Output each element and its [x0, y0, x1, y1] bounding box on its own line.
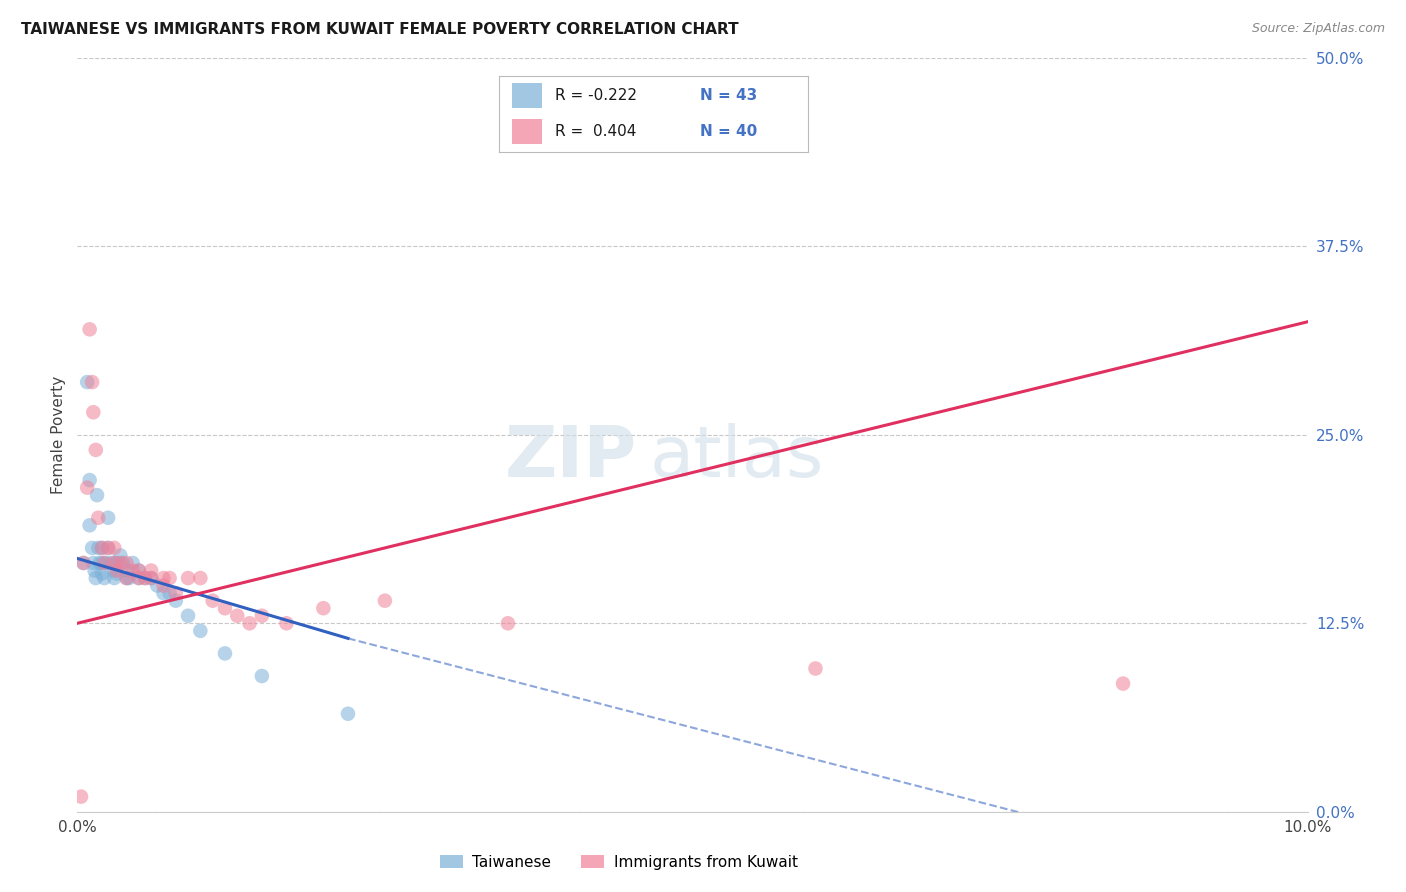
Point — [165, 593, 187, 607]
Text: Source: ZipAtlas.com: Source: ZipAtlas.com — [1251, 22, 1385, 36]
Point — [97, 541, 120, 555]
Point — [276, 616, 298, 631]
Point — [76, 375, 98, 389]
Point — [496, 616, 519, 631]
Point — [105, 566, 128, 581]
Point — [87, 541, 110, 555]
Point — [90, 541, 114, 555]
Point — [146, 579, 169, 593]
Point — [70, 789, 93, 804]
Text: R = -0.222: R = -0.222 — [555, 87, 637, 103]
Point — [94, 556, 117, 570]
Text: R =  0.404: R = 0.404 — [555, 124, 636, 139]
Point — [128, 564, 150, 578]
Point — [141, 564, 163, 578]
Point — [110, 556, 132, 570]
Point — [159, 586, 181, 600]
Point — [90, 541, 114, 555]
Point — [121, 556, 143, 570]
Point — [128, 571, 150, 585]
Point — [134, 571, 156, 585]
Point — [111, 556, 134, 570]
Point — [312, 601, 335, 615]
Point — [89, 556, 111, 570]
Point — [107, 556, 129, 570]
Point — [226, 608, 249, 623]
Point — [134, 571, 156, 585]
Point — [177, 571, 200, 585]
Point — [214, 647, 236, 661]
Point — [100, 556, 122, 570]
Point — [1112, 676, 1135, 690]
Point — [128, 564, 150, 578]
Point — [152, 571, 174, 585]
Point — [152, 579, 174, 593]
Point — [177, 608, 200, 623]
Point — [110, 549, 132, 563]
Point — [121, 564, 143, 578]
Point — [141, 571, 163, 585]
Text: N = 43: N = 43 — [700, 87, 758, 103]
Point — [90, 556, 114, 570]
Point — [90, 566, 114, 581]
Point — [72, 556, 94, 570]
Point — [79, 473, 101, 487]
Bar — [512, 119, 543, 144]
Point — [103, 556, 125, 570]
Text: ZIP: ZIP — [505, 423, 637, 492]
Point — [79, 518, 101, 533]
Text: N = 40: N = 40 — [700, 124, 758, 139]
Point — [165, 586, 187, 600]
Point — [82, 375, 104, 389]
Point — [72, 556, 94, 570]
Point — [103, 556, 125, 570]
Point — [115, 556, 138, 570]
Point — [250, 608, 273, 623]
Point — [115, 564, 138, 578]
Point — [159, 571, 181, 585]
Point — [115, 571, 138, 585]
Point — [128, 571, 150, 585]
Point — [93, 556, 115, 570]
Point — [82, 405, 104, 419]
Point — [103, 541, 125, 555]
Legend: Taiwanese, Immigrants from Kuwait: Taiwanese, Immigrants from Kuwait — [433, 848, 804, 876]
Text: TAIWANESE VS IMMIGRANTS FROM KUWAIT FEMALE POVERTY CORRELATION CHART: TAIWANESE VS IMMIGRANTS FROM KUWAIT FEMA… — [21, 22, 738, 37]
Point — [84, 571, 107, 585]
Point — [239, 616, 262, 631]
Point — [374, 593, 396, 607]
Point — [201, 593, 224, 607]
Point — [337, 706, 360, 721]
Point — [804, 661, 827, 675]
Point — [103, 571, 125, 585]
Point — [141, 571, 163, 585]
Point — [82, 556, 104, 570]
Point — [97, 541, 120, 555]
Point — [86, 488, 108, 502]
Point — [93, 571, 115, 585]
Point — [97, 510, 120, 524]
Point — [214, 601, 236, 615]
Point — [152, 586, 174, 600]
Point — [84, 442, 107, 457]
Point — [250, 669, 273, 683]
Point — [103, 564, 125, 578]
Point — [118, 571, 141, 585]
Text: atlas: atlas — [650, 423, 824, 492]
Point — [76, 481, 98, 495]
Point — [79, 322, 101, 336]
Point — [82, 541, 104, 555]
Point — [105, 564, 128, 578]
Point — [87, 510, 110, 524]
Point — [188, 624, 212, 638]
Bar — [512, 83, 543, 108]
Y-axis label: Female Poverty: Female Poverty — [51, 376, 66, 494]
Point — [115, 571, 138, 585]
Point — [188, 571, 212, 585]
Point — [83, 564, 105, 578]
